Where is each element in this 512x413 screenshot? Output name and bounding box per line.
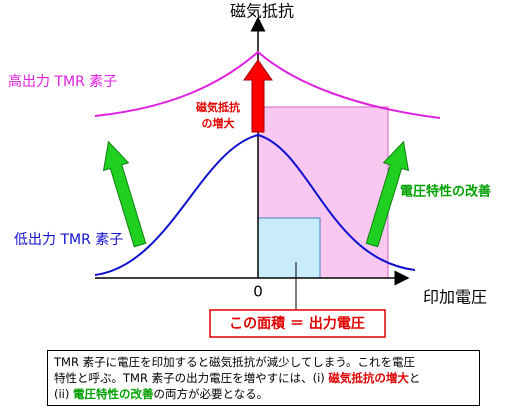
- x-label: 印加電圧: [423, 288, 487, 307]
- low-curve: [94, 133, 416, 276]
- caption-text: 磁気抵抗の増大: [328, 371, 409, 385]
- output-area-low: [257, 217, 321, 279]
- high-curve-label: 高出力 TMR 素子: [8, 73, 117, 90]
- origin-label: 0: [253, 283, 263, 301]
- increase-label-1: 磁気抵抗: [196, 100, 240, 114]
- area-box: [209, 309, 386, 338]
- caption-text: と: [408, 371, 421, 385]
- caption-text: TMR 素子に電圧を印加すると磁気抵抗が減少してしまう。これを電圧: [54, 355, 416, 369]
- improve-label: 電圧特性の改善: [400, 184, 491, 200]
- caption-text: (ii): [54, 387, 74, 401]
- increase-label-2: の増大: [202, 116, 235, 130]
- caption: TMR 素子に電圧を印加すると磁気抵抗が減少してしまう。これを電圧 特性と呼ぶ。T…: [47, 350, 480, 406]
- high-curve: [94, 50, 441, 119]
- red-arrow: [243, 59, 273, 133]
- low-curve-label: 低出力 TMR 素子: [14, 232, 123, 248]
- caption-line: TMR 素子に電圧を印加すると磁気抵抗が減少してしまう。これを電圧: [54, 354, 473, 370]
- caption-text: の両方が必要となる。: [153, 387, 269, 401]
- green-arrow-left: [102, 140, 147, 248]
- area-label: この面積 ＝ 出力電圧: [229, 315, 365, 332]
- y-label: 磁気抵抗: [230, 2, 294, 21]
- green-arrow-right: [365, 140, 410, 248]
- caption-line: (ii) 電圧特性の改善の両方が必要となる。: [54, 386, 473, 402]
- caption-line: 特性と呼ぶ。TMR 素子の出力電圧を増やすには、(i) 磁気抵抗の増大と: [54, 370, 473, 386]
- caption-text: 特性と呼ぶ。TMR 素子の出力電圧を増やすには、(i): [54, 371, 329, 385]
- caption-text: 電圧特性の改善: [73, 387, 154, 401]
